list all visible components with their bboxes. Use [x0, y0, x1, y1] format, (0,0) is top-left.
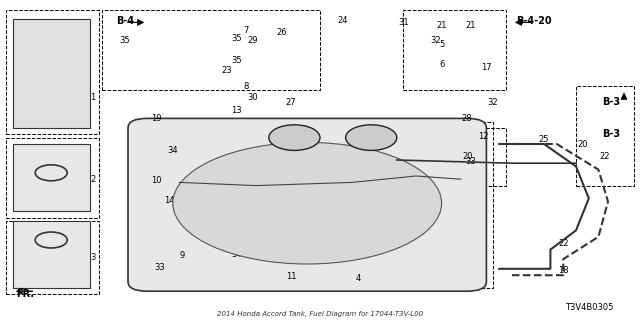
Text: 33: 33	[155, 263, 165, 272]
Text: 14: 14	[164, 196, 175, 204]
Text: 35: 35	[232, 34, 242, 43]
Text: 26: 26	[276, 28, 287, 36]
Text: T3V4B0305: T3V4B0305	[564, 303, 613, 312]
Text: 16: 16	[360, 125, 370, 134]
Ellipse shape	[173, 142, 442, 264]
Text: 11: 11	[286, 272, 296, 281]
Text: 28: 28	[462, 114, 472, 123]
Text: 20: 20	[577, 140, 588, 148]
Text: 8: 8	[244, 82, 249, 91]
Text: B-3: B-3	[602, 97, 620, 108]
Text: 32: 32	[430, 36, 440, 44]
Text: 3: 3	[90, 253, 95, 262]
Circle shape	[269, 125, 320, 150]
Text: 10: 10	[152, 176, 162, 185]
Text: 19: 19	[152, 114, 162, 123]
Text: 30: 30	[248, 93, 258, 102]
Text: 32: 32	[488, 98, 498, 107]
Text: 12: 12	[478, 132, 488, 140]
Text: B-3: B-3	[602, 129, 620, 140]
FancyBboxPatch shape	[13, 19, 90, 128]
Text: 33: 33	[465, 157, 476, 166]
Text: 34: 34	[260, 248, 271, 257]
Text: 13: 13	[232, 106, 242, 115]
Text: 5: 5	[439, 40, 444, 49]
Text: 35: 35	[120, 36, 130, 44]
Text: 34: 34	[168, 146, 178, 155]
Text: 2: 2	[90, 175, 95, 184]
Text: 21: 21	[465, 21, 476, 30]
Text: 34: 34	[232, 250, 242, 259]
Text: 18: 18	[558, 266, 568, 275]
Text: 9: 9	[180, 252, 185, 260]
Text: B-4: B-4	[116, 16, 134, 26]
Text: 4: 4	[356, 274, 361, 283]
Text: 31: 31	[398, 18, 408, 27]
Text: 1: 1	[90, 93, 95, 102]
Text: 22: 22	[600, 152, 610, 161]
Text: 22: 22	[558, 239, 568, 248]
Text: 24: 24	[337, 16, 348, 25]
Text: 2014 Honda Accord Tank, Fuel Diagram for 17044-T3V-L00: 2014 Honda Accord Tank, Fuel Diagram for…	[217, 311, 423, 317]
Text: 25: 25	[539, 135, 549, 144]
Text: 27: 27	[286, 98, 296, 107]
Text: 15: 15	[289, 125, 300, 134]
Circle shape	[346, 125, 397, 150]
FancyBboxPatch shape	[13, 144, 90, 211]
Text: 20: 20	[462, 152, 472, 161]
Text: B-4-20: B-4-20	[516, 16, 552, 26]
Text: 21: 21	[436, 21, 447, 30]
Text: 29: 29	[248, 36, 258, 44]
FancyBboxPatch shape	[128, 118, 486, 291]
Text: 17: 17	[481, 63, 492, 72]
Text: 23: 23	[222, 66, 232, 75]
Text: 33: 33	[232, 240, 242, 249]
FancyBboxPatch shape	[13, 221, 90, 288]
Text: 6: 6	[439, 60, 444, 68]
Text: FR.: FR.	[17, 289, 35, 300]
Text: 7: 7	[244, 26, 249, 35]
Text: 35: 35	[232, 56, 242, 65]
